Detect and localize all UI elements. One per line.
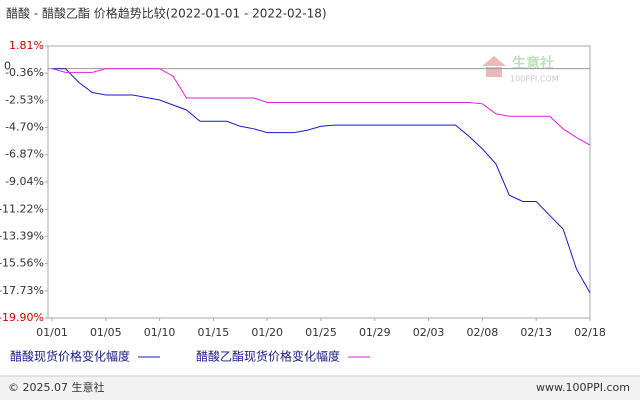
legend-label: 醋酸乙酯现货价格变化幅度 (196, 349, 340, 364)
footer-left: © 2025.07 生意社 (8, 380, 104, 394)
watermark: 生意社 100PPI.COM (482, 55, 559, 84)
x-tick-label: 02/03 (413, 326, 445, 339)
watermark-sub: 100PPI.COM (510, 75, 559, 84)
series-line (51, 68, 591, 146)
x-tick-label: 01/25 (305, 326, 337, 339)
x-tick-label: 01/15 (198, 326, 230, 339)
y-tick-label: -11.22% (0, 202, 44, 215)
y-tick-label: -9.04% (5, 175, 44, 188)
x-tick-label: 02/13 (520, 326, 552, 339)
legend-label: 醋酸现货价格变化幅度 (10, 349, 130, 364)
x-tick-label: 01/20 (251, 326, 283, 339)
watermark-text: 生意社 (512, 55, 554, 72)
y-tick-label: -17.73% (0, 284, 44, 297)
chart-title: 醋酸 - 醋酸乙酯 价格趋势比较(2022-01-01 - 2022-02-18… (6, 6, 327, 21)
footer-bar (0, 376, 640, 400)
x-tick-label: 01/10 (144, 326, 176, 339)
zero-label: 0 (4, 60, 11, 73)
y-tick-label: -2.53% (5, 93, 44, 106)
x-tick-label: 01/29 (359, 326, 391, 339)
y-tick-label: -15.56% (0, 257, 44, 270)
footer-right: www.100PPI.com (536, 381, 630, 394)
x-tick-label: 01/05 (90, 326, 122, 339)
x-tick-label: 02/18 (574, 326, 606, 339)
y-tick-label: 1.81% (9, 39, 44, 52)
watermark-logo (482, 56, 506, 77)
y-tick-label: -6.87% (5, 148, 44, 161)
x-tick-label: 02/08 (467, 326, 499, 339)
y-tick-label: -4.70% (5, 121, 44, 134)
series-line (52, 68, 591, 294)
y-tick-label: -19.90% (0, 311, 44, 324)
x-tick-label: 01/01 (36, 326, 68, 339)
y-tick-label: -13.39% (0, 229, 44, 242)
y-tick-label: -0.36% (5, 66, 44, 79)
